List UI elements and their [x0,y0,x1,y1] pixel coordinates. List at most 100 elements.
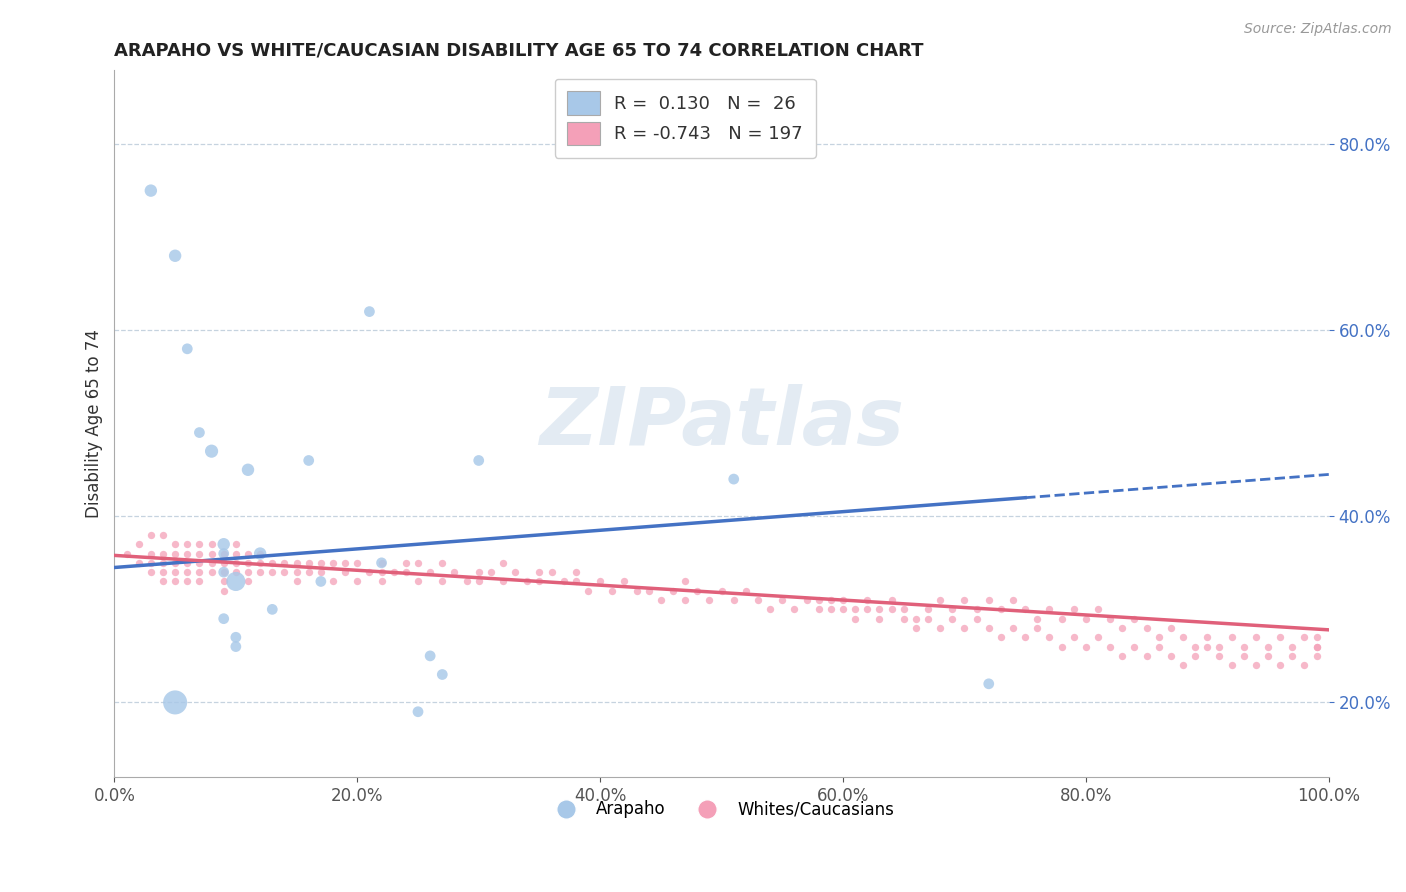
Point [832,602,855,616]
Point [212,565,235,579]
Point [600,583,623,598]
Point [1281,640,1303,654]
Point [1147,630,1170,644]
Point [1099,640,1122,654]
Point [565,565,588,579]
Point [370,556,392,570]
Point [820,602,842,616]
Point [152,556,174,570]
Point [346,556,368,570]
Point [152,528,174,542]
Point [152,547,174,561]
Point [346,574,368,589]
Point [1038,630,1060,644]
Point [710,583,733,598]
Point [1050,612,1073,626]
Point [869,612,891,626]
Point [188,556,211,570]
Point [165,537,187,551]
Point [432,556,454,570]
Point [966,602,988,616]
Point [759,602,782,616]
Point [734,583,756,598]
Point [529,574,551,589]
Point [236,556,259,570]
Point [212,556,235,570]
Point [236,565,259,579]
Point [309,574,332,589]
Point [650,593,672,607]
Point [212,547,235,561]
Point [395,565,418,579]
Point [200,556,222,570]
Point [165,574,187,589]
Y-axis label: Disability Age 65 to 74: Disability Age 65 to 74 [86,329,103,517]
Point [236,463,259,477]
Point [188,547,211,561]
Point [225,630,247,644]
Text: ZIPatlas: ZIPatlas [538,384,904,462]
Point [723,472,745,486]
Point [686,583,709,598]
Point [1002,593,1025,607]
Point [236,574,259,589]
Point [139,547,162,561]
Point [966,612,988,626]
Point [1038,602,1060,616]
Point [382,565,405,579]
Point [540,565,562,579]
Point [285,556,308,570]
Point [904,621,927,635]
Point [1184,640,1206,654]
Point [298,453,321,467]
Point [165,547,187,561]
Point [1257,648,1279,663]
Point [359,565,381,579]
Point [747,593,769,607]
Point [152,574,174,589]
Text: ARAPAHO VS WHITE/CAUCASIAN DISABILITY AGE 65 TO 74 CORRELATION CHART: ARAPAHO VS WHITE/CAUCASIAN DISABILITY AG… [114,42,924,60]
Point [273,565,295,579]
Point [576,583,599,598]
Point [419,648,441,663]
Text: Source: ZipAtlas.com: Source: ZipAtlas.com [1244,22,1392,37]
Point [832,593,855,607]
Point [893,602,915,616]
Point [990,602,1012,616]
Point [1002,621,1025,635]
Point [262,556,284,570]
Point [225,537,247,551]
Point [370,565,392,579]
Point [309,565,332,579]
Point [225,640,247,654]
Point [1294,630,1316,644]
Point [406,556,429,570]
Point [880,602,903,616]
Point [673,574,696,589]
Point [1220,658,1243,673]
Point [565,574,588,589]
Point [626,583,648,598]
Point [529,565,551,579]
Point [165,249,187,263]
Point [249,565,271,579]
Point [1160,648,1182,663]
Point [322,556,344,570]
Point [1184,648,1206,663]
Point [298,556,321,570]
Point [406,574,429,589]
Point [1026,621,1049,635]
Point [1111,621,1133,635]
Point [236,547,259,561]
Point [176,574,198,589]
Point [333,565,356,579]
Point [165,695,187,709]
Point [200,444,222,458]
Point [953,621,976,635]
Point [1063,630,1085,644]
Point [977,621,1000,635]
Point [1014,630,1036,644]
Point [1281,648,1303,663]
Point [1111,648,1133,663]
Point [262,602,284,616]
